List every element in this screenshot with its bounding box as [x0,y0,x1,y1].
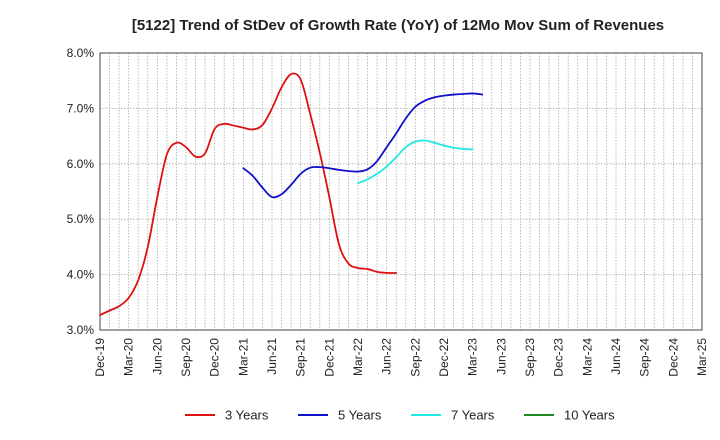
y-tick-label: 7.0% [67,101,95,115]
y-tick-label: 6.0% [67,157,95,171]
x-tick-label: Sep-21 [294,338,308,377]
legend-label-3-years: 3 Years [225,408,269,423]
chart-title: [5122] Trend of StDev of Growth Rate (Yo… [132,17,664,34]
x-tick-label: Sep-20 [179,338,193,377]
x-tick-label: Mar-21 [236,338,250,376]
y-tick-label: 8.0% [67,46,95,60]
grid-layer [99,52,703,331]
series-line-3-years [99,72,398,316]
x-tick-label: Jun-24 [609,338,623,375]
x-tick-label: Jun-20 [150,338,164,375]
x-tick-label: Mar-20 [122,338,136,376]
x-tick-label: Dec-20 [208,338,222,377]
legend: 3 Years 5 Years 7 Years 10 Years [185,408,615,423]
series-line-7-years [357,139,474,185]
series-layer [99,72,484,316]
x-tick-label: Sep-22 [408,338,422,377]
x-tick-label: Mar-23 [466,338,480,376]
x-tick-label: Dec-23 [552,338,566,377]
series-line-5-years [242,92,484,199]
y-tick-label: 3.0% [67,323,95,337]
legend-label-10-years: 10 Years [564,408,615,423]
plot-area [100,53,702,330]
x-tick-label: Dec-24 [666,338,680,377]
x-tick-label: Mar-25 [695,338,709,376]
plot-border [99,52,703,331]
y-tick-label: 4.0% [67,268,95,282]
x-tick-label: Jun-21 [265,338,279,375]
x-tick-label: Sep-24 [638,338,652,377]
x-tick-label: Dec-19 [93,338,107,377]
x-tick-label: Mar-24 [580,338,594,376]
legend-label-7-years: 7 Years [451,408,495,423]
x-tick-label: Mar-22 [351,338,365,376]
axis-layer: 3.0% 4.0% 5.0% 6.0% 7.0% 8.0% Dec-19 Mar-20 Jun-… [67,46,709,377]
x-tick-label: Dec-22 [437,338,451,377]
x-tick-label: Jun-23 [494,338,508,375]
x-tick-label: Sep-23 [523,338,537,377]
y-tick-label: 5.0% [67,212,95,226]
legend-label-5-years: 5 Years [338,408,382,423]
x-tick-label: Dec-21 [322,338,336,377]
x-tick-label: Jun-22 [380,338,394,375]
